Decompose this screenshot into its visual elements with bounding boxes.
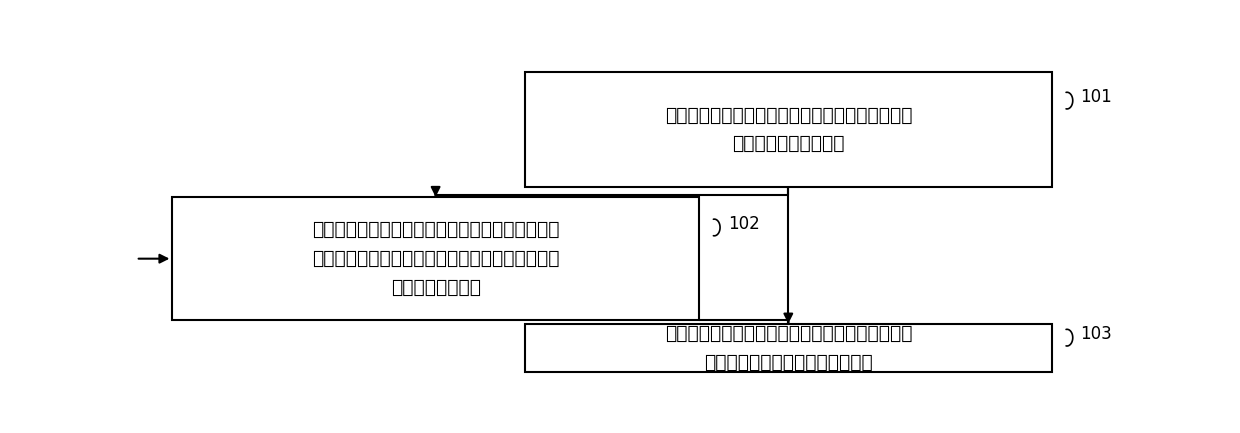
- Bar: [172, 197, 699, 320]
- Text: 101: 101: [1080, 88, 1112, 106]
- Text: 当目标元素运动至显示界面的边界时，控制目标元
素改变运动方向，沿第三方向运动: 当目标元素运动至显示界面的边界时，控制目标元 素改变运动方向，沿第三方向运动: [665, 324, 913, 372]
- Text: 102: 102: [728, 215, 760, 233]
- Text: 当目标元素运动至目标区域时，如果检测到对应目
标元素的预定操作，则控制目标元素改变运动方向
，沿第二方向运动: 当目标元素运动至目标区域时，如果检测到对应目 标元素的预定操作，则控制目标元素改…: [312, 220, 559, 297]
- Bar: [525, 324, 1052, 372]
- Text: 103: 103: [1080, 325, 1112, 343]
- Text: 在显示界面中生成目标元素，控制目标元素在显示
界面中沿第一方向运动: 在显示界面中生成目标元素，控制目标元素在显示 界面中沿第一方向运动: [665, 106, 913, 153]
- Bar: [525, 72, 1052, 187]
